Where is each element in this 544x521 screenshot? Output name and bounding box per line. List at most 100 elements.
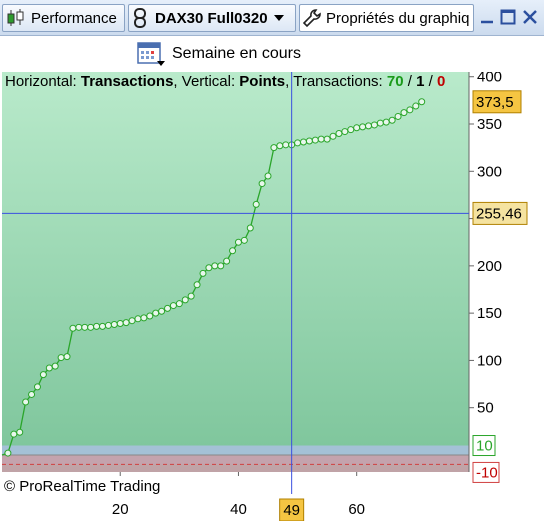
equity-point: [229, 247, 237, 255]
horizontal-value: Transactions: [80, 73, 174, 90]
wrench-icon: [302, 9, 321, 28]
x-axis-ticks: 20 40 60: [112, 472, 365, 518]
equity-point: [140, 314, 148, 322]
equity-point: [240, 236, 248, 244]
equity-point: [217, 262, 225, 270]
equity-point: [39, 371, 47, 379]
copyright-notice: © ProRealTime Trading: [4, 478, 161, 495]
equity-point: [110, 320, 118, 328]
chart-properties-button[interactable]: Propriétés du graphiq: [299, 4, 474, 32]
last-value-marker: 373,5: [472, 90, 522, 114]
y-tick-label: 300: [477, 163, 502, 180]
upper-band-label: 10: [476, 438, 493, 455]
chart-properties-label: Propriétés du graphiq: [326, 9, 470, 27]
equity-point: [81, 323, 89, 331]
equity-point: [205, 264, 213, 272]
crosshair-x-value: 49: [279, 498, 305, 521]
separator: /: [407, 73, 412, 90]
y-axis-ticks: 40035030025020015010050: [469, 72, 502, 417]
equity-point: [175, 300, 183, 308]
equity-point: [246, 224, 254, 232]
equity-point: [75, 323, 83, 331]
period-toolbar: Semaine en cours: [0, 36, 544, 72]
equity-point: [146, 312, 154, 320]
y-tick-label: 200: [477, 258, 502, 275]
vertical-label: Vertical:: [181, 73, 236, 90]
equity-point: [382, 118, 390, 126]
calendar-icon[interactable]: [137, 40, 167, 68]
equity-point: [57, 354, 65, 362]
equity-point: [317, 135, 325, 143]
transactions-loss-count: 0: [436, 73, 446, 90]
x-tick-label: 60: [348, 501, 365, 518]
equity-point: [276, 142, 284, 150]
equity-point: [28, 390, 36, 398]
candlestick-chart-icon: [7, 9, 24, 26]
equity-point: [347, 126, 355, 134]
equity-point: [329, 132, 337, 140]
last-value-label: 373,5: [476, 94, 514, 111]
equity-point: [181, 296, 189, 304]
equity-point: [282, 141, 290, 149]
period-label[interactable]: Semaine en cours: [172, 45, 301, 62]
chevron-down-icon: [273, 15, 284, 21]
equity-point: [323, 135, 331, 143]
x-tick-label: 20: [112, 501, 129, 518]
instrument-selector[interactable]: DAX30 Full0320: [128, 4, 296, 32]
equity-point: [104, 321, 112, 329]
equity-point: [134, 315, 142, 323]
vertical-value: Points: [239, 73, 286, 90]
equity-point: [93, 322, 101, 330]
equity-point: [4, 449, 12, 457]
equity-point: [69, 324, 77, 332]
equity-point: [51, 362, 59, 370]
equity-point: [264, 172, 272, 180]
equity-point: [33, 383, 41, 391]
performance-button[interactable]: Performance: [2, 4, 125, 32]
equity-point: [412, 102, 420, 110]
equity-point: [400, 109, 408, 117]
equity-point: [406, 106, 414, 114]
equity-curve-points: [4, 98, 426, 457]
equity-point: [164, 304, 172, 312]
equity-point: [122, 319, 130, 327]
instrument-label: DAX30 Full0320: [155, 9, 268, 27]
transactions-label: Transactions:: [293, 73, 383, 90]
equity-point: [128, 317, 136, 325]
performance-label: Performance: [31, 9, 117, 27]
negative-zone: [2, 454, 469, 472]
equity-point: [394, 112, 402, 120]
equity-point: [10, 430, 18, 438]
y-tick-label: 50: [477, 400, 494, 417]
equity-point: [418, 98, 426, 106]
crosshair-y-value: 255,46: [472, 201, 528, 225]
equity-point: [193, 281, 201, 289]
equity-point: [258, 180, 266, 188]
equity-point: [335, 129, 343, 137]
equity-point: [370, 121, 378, 129]
horizontal-label: Horizontal:: [5, 73, 77, 90]
equity-point: [376, 119, 384, 127]
maximize-icon[interactable]: [498, 7, 518, 27]
minimize-icon[interactable]: [477, 7, 497, 27]
separator: /: [428, 73, 433, 90]
chart-info-header: Horizontal: Transactions, Vertical: Poin…: [5, 73, 446, 90]
y-tick-label: 150: [477, 305, 502, 322]
equity-point: [388, 116, 396, 124]
equity-point: [45, 364, 53, 372]
equity-point: [63, 353, 71, 361]
equity-point: [311, 136, 319, 144]
equity-point: [22, 398, 30, 406]
upper-band-value: 10: [472, 435, 496, 457]
lower-band-value: -10: [472, 461, 500, 483]
equity-point: [294, 139, 302, 147]
equity-point: [211, 262, 219, 270]
crosshair-y-label: 255,46: [476, 205, 522, 222]
plot-area: [2, 72, 469, 472]
equity-point: [158, 307, 166, 315]
y-tick-label: 350: [477, 116, 502, 133]
y-tick-label: 100: [477, 352, 502, 369]
equity-point: [359, 123, 367, 131]
close-icon[interactable]: [520, 7, 540, 27]
